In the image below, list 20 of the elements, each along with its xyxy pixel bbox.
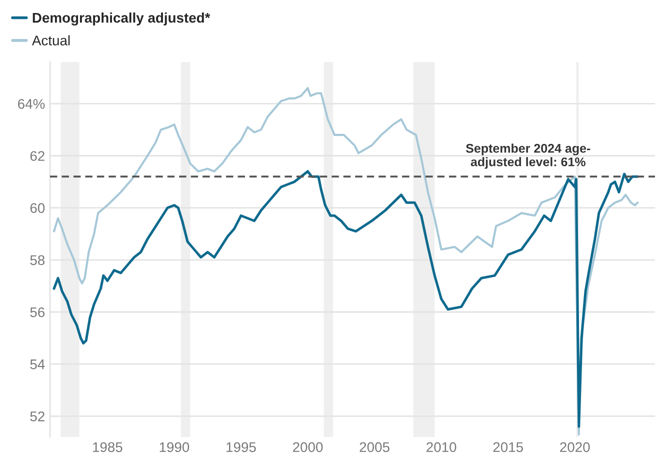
ref-line-label: September 2024 age- adjusted level: 61% bbox=[466, 144, 590, 169]
x-tick-label: 1995 bbox=[226, 442, 256, 452]
line-series bbox=[52, 170, 639, 428]
x-tick-label: 2005 bbox=[360, 442, 390, 452]
y-tick-label: 56 bbox=[30, 307, 45, 318]
legend-label: Actual bbox=[32, 35, 70, 46]
y-tick-label: 60 bbox=[30, 203, 45, 214]
y-tick-label: 54 bbox=[30, 360, 45, 370]
x-tick-label: 1990 bbox=[160, 442, 190, 452]
x-tick-label: 1985 bbox=[93, 442, 122, 452]
x-tick-label: 2015 bbox=[493, 442, 523, 452]
x-tick-label: 2020 bbox=[560, 442, 590, 452]
y-tick-label: 58 bbox=[30, 255, 45, 266]
x-tick-label: 2000 bbox=[293, 442, 323, 452]
x-tick-label: 2010 bbox=[426, 442, 456, 452]
legend-label: Demographically adjusted* bbox=[32, 12, 210, 26]
line-series bbox=[52, 86, 639, 436]
y-tick-label: 64% bbox=[18, 99, 45, 109]
y-tick-label: 52 bbox=[30, 412, 44, 422]
y-tick-label: 62 bbox=[30, 151, 44, 161]
